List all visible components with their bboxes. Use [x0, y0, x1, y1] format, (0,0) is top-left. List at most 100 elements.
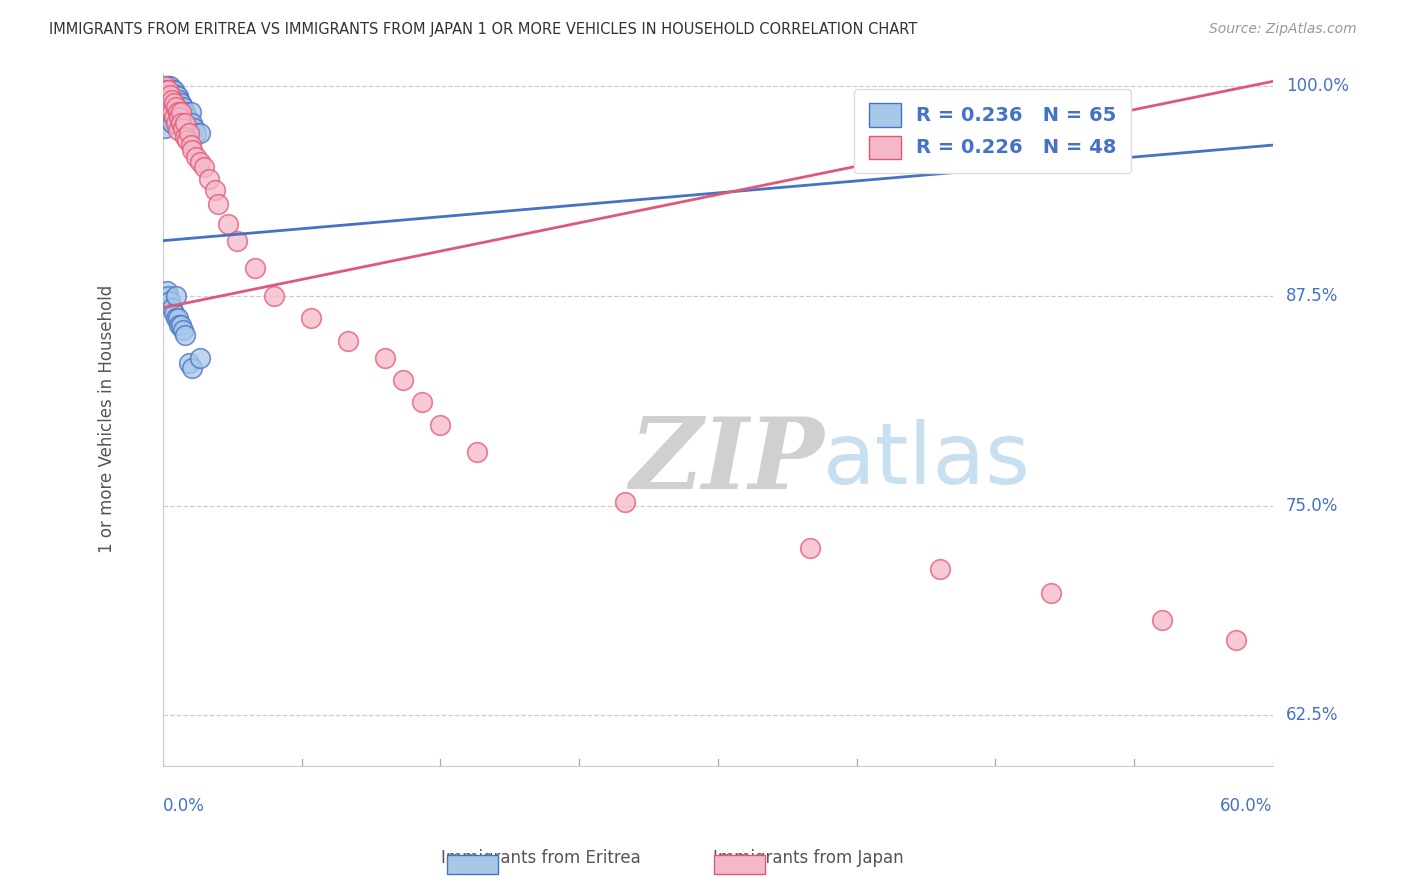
Point [392, 373, 415, 387]
Point [1150, 613, 1173, 627]
Point [188, 351, 211, 365]
Point [193, 160, 215, 174]
Point [165, 116, 187, 130]
Point [176, 110, 198, 124]
Text: 75.0%: 75.0% [1286, 497, 1339, 515]
Point [188, 127, 211, 141]
Text: 100.0%: 100.0% [1286, 78, 1350, 95]
Point [159, 294, 181, 309]
Point [614, 495, 637, 509]
Point [153, 83, 176, 97]
Text: Immigrants from Japan: Immigrants from Japan [713, 849, 904, 867]
Point [177, 127, 200, 141]
Point [299, 310, 322, 325]
Point [176, 116, 198, 130]
Point [177, 356, 200, 370]
Point [160, 87, 183, 102]
Point [225, 234, 247, 248]
Point [172, 110, 194, 124]
Point [170, 116, 193, 130]
Point [183, 121, 205, 136]
Point [217, 217, 239, 231]
Point [177, 114, 200, 128]
Point [155, 284, 177, 298]
Point [157, 79, 180, 94]
Point [155, 83, 177, 97]
Text: Source: ZipAtlas.com: Source: ZipAtlas.com [1209, 22, 1357, 37]
Point [163, 306, 186, 320]
Point [157, 289, 180, 303]
Point [155, 104, 177, 119]
Point [163, 110, 186, 124]
Point [160, 96, 183, 111]
Point [160, 301, 183, 315]
Point [176, 133, 198, 147]
Point [166, 104, 188, 119]
Point [465, 445, 488, 459]
Point [157, 83, 180, 97]
Point [172, 99, 194, 113]
Text: 62.5%: 62.5% [1286, 706, 1339, 724]
Point [186, 127, 208, 141]
Text: IMMIGRANTS FROM ERITREA VS IMMIGRANTS FROM JAPAN 1 OR MORE VEHICLES IN HOUSEHOLD: IMMIGRANTS FROM ERITREA VS IMMIGRANTS FR… [49, 22, 918, 37]
Point [159, 87, 181, 102]
Point [181, 143, 204, 157]
Point [155, 93, 177, 107]
Point [166, 123, 188, 137]
Point [198, 171, 221, 186]
Point [165, 310, 187, 325]
Point [165, 104, 187, 119]
Point [163, 99, 186, 113]
Point [169, 318, 191, 332]
Point [181, 361, 204, 376]
Text: 60.0%: 60.0% [1220, 797, 1272, 814]
Point [169, 110, 191, 124]
Text: ZIP: ZIP [628, 413, 824, 509]
Point [157, 83, 180, 97]
Point [159, 79, 181, 94]
Point [174, 129, 197, 144]
Point [429, 418, 451, 433]
Point [170, 116, 193, 130]
Text: 1 or more Vehicles in Household: 1 or more Vehicles in Household [98, 285, 117, 553]
Point [157, 87, 180, 102]
Point [336, 334, 359, 349]
Point [165, 289, 187, 303]
Point [163, 93, 186, 107]
Point [170, 104, 193, 119]
Point [153, 79, 176, 94]
Point [160, 116, 183, 130]
Point [180, 138, 202, 153]
Point [159, 112, 181, 127]
Point [174, 327, 197, 342]
Point [411, 394, 433, 409]
Legend: R = 0.236   N = 65, R = 0.226   N = 48: R = 0.236 N = 65, R = 0.226 N = 48 [855, 89, 1130, 173]
Point [165, 112, 187, 127]
Point [163, 96, 186, 111]
Point [172, 322, 194, 336]
Point [170, 104, 193, 119]
Point [207, 196, 229, 211]
Point [174, 116, 197, 130]
Point [153, 121, 176, 136]
Point [172, 121, 194, 136]
Point [159, 96, 181, 111]
Point [160, 104, 183, 119]
Text: atlas: atlas [824, 419, 1031, 502]
Point [174, 104, 197, 119]
Point [166, 96, 188, 111]
Point [181, 116, 204, 130]
Point [174, 112, 197, 127]
Point [160, 83, 183, 97]
Point [157, 104, 180, 119]
Point [170, 318, 193, 332]
Text: 0.0%: 0.0% [163, 797, 205, 814]
Point [170, 96, 193, 111]
Point [263, 289, 285, 303]
Point [155, 79, 177, 94]
Point [165, 99, 187, 113]
Text: 87.5%: 87.5% [1286, 287, 1339, 305]
Point [165, 87, 187, 102]
Point [374, 351, 396, 365]
Point [166, 310, 188, 325]
